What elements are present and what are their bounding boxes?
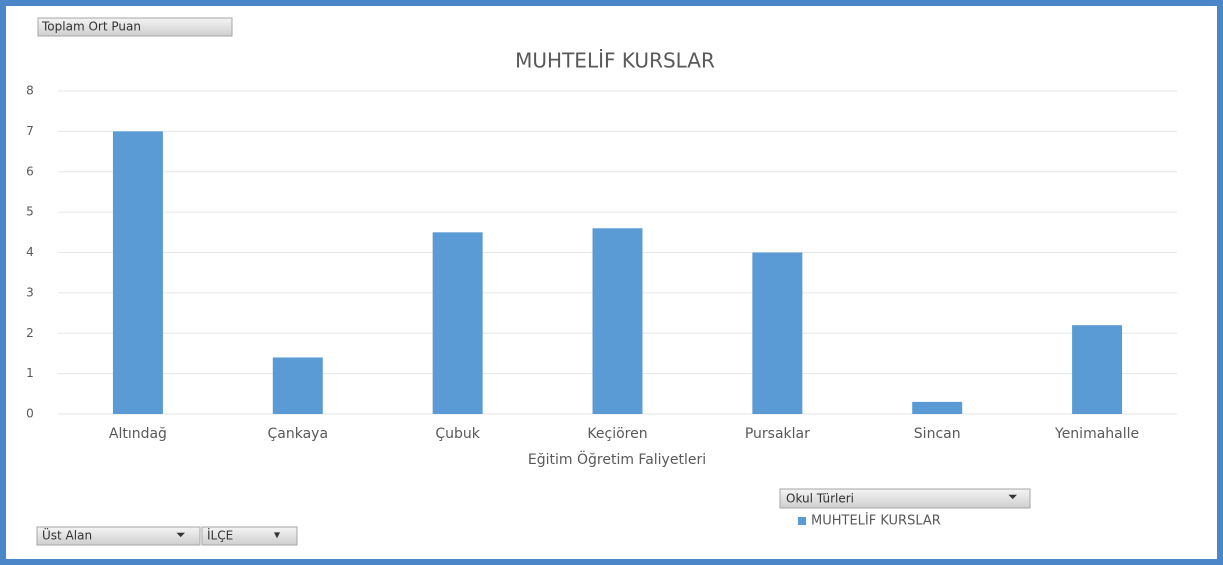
y-tick-label: 4 [26,245,34,259]
y-tick-label: 1 [26,366,34,380]
y-tick-label: 2 [26,326,34,340]
chart-title: MUHTELİF KURSLAR [515,49,715,73]
filter-icon: ⏷ [1007,490,1018,504]
x-tick-label: Pursaklar [745,426,810,442]
x-tick-label: Altındağ [109,426,167,442]
filter-field-button[interactable] [36,526,201,546]
bar [592,228,643,414]
y-tick-label: 0 [26,407,34,421]
bar [1072,325,1123,414]
legend-field-label: Okul Türleri [786,492,854,506]
bar [912,401,963,414]
y-tick-label: 6 [26,164,34,178]
bar [272,357,323,414]
y-tick-label: 5 [26,205,34,219]
axis-field-label: İLÇE [207,528,233,543]
value-field-label: Toplam Ort Puan [41,20,141,34]
filter-field-label: Üst Alan [42,527,92,543]
legend-swatch [798,517,806,525]
legend-field-button[interactable] [779,488,1031,509]
x-tick-label: Çubuk [435,426,480,442]
y-tick-label: 7 [26,124,34,138]
axis-field-button[interactable] [201,526,298,546]
y-tick-label: 3 [26,285,34,299]
filter-icon: ⏷ [175,528,186,542]
bar [112,131,163,414]
x-tick-label: Keçiören [587,426,647,442]
y-tick-label: 8 [26,84,34,98]
x-tick-label: Çankaya [268,426,329,442]
x-axis-title: Eğitim Öğretim Faliyetleri [528,450,706,468]
bar [432,232,483,414]
dropdown-icon: ▾ [274,528,280,542]
bar [752,252,803,414]
legend-label: MUHTELİF KURSLAR [811,513,941,529]
value-field-button[interactable] [37,17,233,37]
x-tick-label: Yenimahalle [1054,426,1139,442]
x-tick-label: Sincan [914,426,961,442]
